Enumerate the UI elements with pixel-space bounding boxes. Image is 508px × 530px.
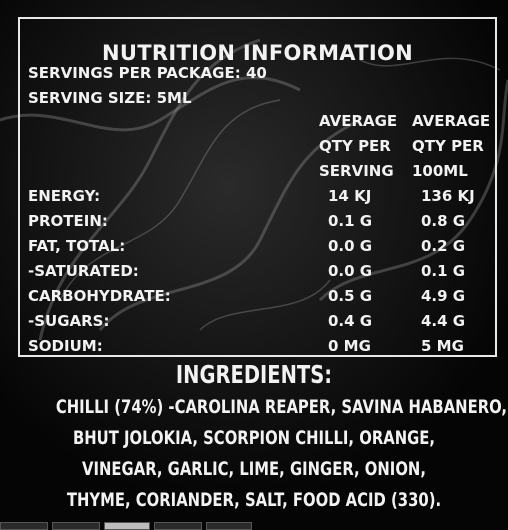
nutrient-label: PROTEIN: xyxy=(28,212,108,230)
nutrient-label: SODIUM: xyxy=(28,337,103,355)
value-per-serving: 0.0 G xyxy=(328,262,373,280)
ingredients-line: VINEGAR, GARLIC, LIME, GINGER, ONION, xyxy=(82,458,426,480)
nutrient-label: ENERGY: xyxy=(28,187,101,205)
value-per-serving: 0.0 G xyxy=(328,237,373,255)
nutrition-title: NUTRITION INFORMATION xyxy=(102,41,413,65)
thumbnail-strip xyxy=(0,522,508,530)
value-per-100ml: 0.1 G xyxy=(421,262,466,280)
ingredients-line: BHUT JOLOKIA, SCORPION CHILLI, ORANGE, xyxy=(72,427,436,449)
value-per-serving: 14 KJ xyxy=(328,187,372,205)
nutrient-label: -SUGARS: xyxy=(28,312,110,330)
nutrition-panel: NUTRITION INFORMATION SERVINGS PER PACKA… xyxy=(18,17,497,357)
thumbnail[interactable] xyxy=(104,522,150,530)
value-per-100ml: 4.4 G xyxy=(421,312,466,330)
thumbnail[interactable] xyxy=(52,522,100,530)
nutrient-row-protein: PROTEIN: 0.1 G 0.8 G xyxy=(28,209,488,234)
value-per-100ml: 5 MG xyxy=(421,337,464,355)
nutrient-row-carbohydrate: CARBOHYDRATE: 0.5 G 4.9 G xyxy=(28,284,488,309)
thumbnail[interactable] xyxy=(154,522,202,530)
column-header-per-serving: AVERAGE QTY PER SERVING xyxy=(319,112,398,180)
ingredients-title: INGREDIENTS: xyxy=(175,360,333,389)
value-per-100ml: 0.2 G xyxy=(421,237,466,255)
nutrient-row-sodium: SODIUM: 0 MG 5 MG xyxy=(28,334,488,359)
nutrient-row-saturated: -SATURATED: 0.0 G 0.1 G xyxy=(28,259,488,284)
nutrient-label: FAT, TOTAL: xyxy=(28,237,126,255)
nutrient-row-energy: ENERGY: 14 KJ 136 KJ xyxy=(28,184,488,209)
value-per-100ml: 4.9 G xyxy=(421,287,466,305)
value-per-serving: 0.1 G xyxy=(328,212,373,230)
nutrient-row-fat-total: FAT, TOTAL: 0.0 G 0.2 G xyxy=(28,234,488,259)
nutrient-label: -SATURATED: xyxy=(28,262,139,280)
thumbnail[interactable] xyxy=(206,522,252,530)
nutrient-label: CARBOHYDRATE: xyxy=(28,287,171,305)
thumbnail[interactable] xyxy=(0,522,48,530)
serving-size: SERVING SIZE: 5ML xyxy=(28,89,192,107)
column-header-per-100ml: AVERAGE QTY PER 100ML xyxy=(412,112,491,180)
value-per-serving: 0 MG xyxy=(328,337,371,355)
servings-per-package: SERVINGS PER PACKAGE: 40 xyxy=(28,64,267,82)
value-per-100ml: 136 KJ xyxy=(421,187,475,205)
value-per-serving: 0.5 G xyxy=(328,287,373,305)
ingredients-line: THYME, CORIANDER, SALT, FOOD ACID (330). xyxy=(66,489,442,511)
ingredients-line: CHILLI (74%) -CAROLINA REAPER, SAVINA HA… xyxy=(55,396,508,418)
nutrient-row-sugars: -SUGARS: 0.4 G 4.4 G xyxy=(28,309,488,334)
value-per-serving: 0.4 G xyxy=(328,312,373,330)
value-per-100ml: 0.8 G xyxy=(421,212,466,230)
